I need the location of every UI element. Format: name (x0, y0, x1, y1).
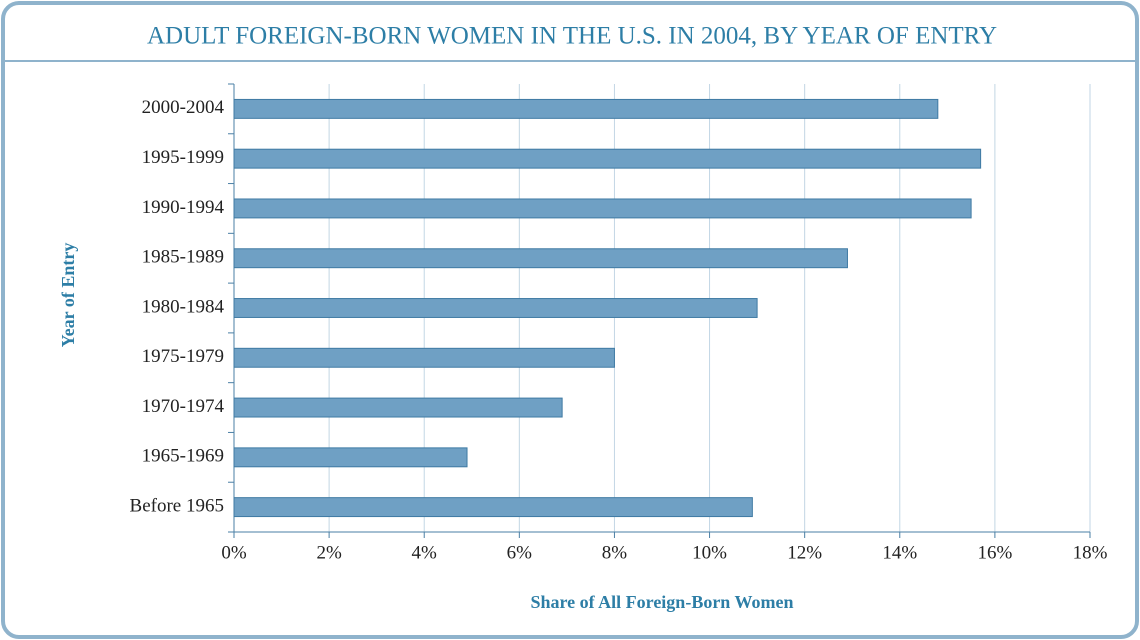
x-axis-title: Share of All Foreign-Born Women (530, 592, 793, 612)
x-tick-label: 0% (221, 542, 247, 563)
bar (233, 497, 753, 518)
x-tick-label: 16% (977, 542, 1012, 563)
bar (233, 347, 615, 368)
x-tick-label: 14% (882, 542, 917, 563)
bar (233, 248, 848, 269)
bar (233, 298, 758, 318)
y-tick-label: 1980-1984 (142, 296, 225, 317)
bar (233, 148, 982, 169)
x-tick-label: 18% (1073, 542, 1108, 563)
y-tick-label: Before 1965 (130, 495, 224, 516)
y-axis-title: Year of Entry (58, 243, 78, 348)
bar (233, 198, 972, 219)
y-tick-label: 1965-1969 (142, 446, 224, 467)
x-tick-label: 12% (787, 542, 822, 563)
bar (233, 98, 939, 119)
chart-title: ADULT FOREIGN-BORN WOMEN IN THE U.S. IN … (147, 23, 997, 50)
y-tick-label: 1995-1999 (142, 147, 224, 168)
y-tick-label: 1970-1974 (142, 396, 225, 417)
x-tick-label: 6% (507, 542, 533, 563)
bar (233, 447, 468, 468)
x-tick-label: 4% (412, 542, 438, 563)
y-tick-label: 2000-2004 (142, 97, 225, 118)
y-tick-label: 1990-1994 (142, 197, 225, 218)
x-tick-label: 2% (316, 542, 342, 563)
y-tick-label: 1975-1979 (142, 346, 224, 367)
x-tick-label: 10% (692, 542, 727, 563)
x-tick-label: 8% (602, 542, 628, 563)
y-tick-label: 1985-1989 (142, 247, 224, 268)
bar (233, 397, 563, 418)
